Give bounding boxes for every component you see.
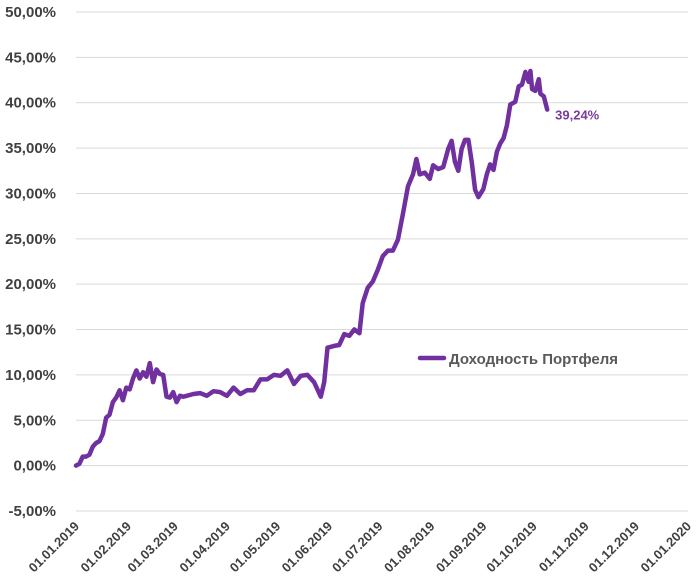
y-tick-label: 40,00% [5,95,56,112]
y-tick-label: 15,00% [5,322,56,339]
x-tick-label: 01.12.2019 [586,519,643,576]
x-tick-label: 01.03.2019 [124,519,181,576]
y-tick-label: 35,00% [5,140,56,157]
legend: Доходность Портфеля [417,351,618,368]
x-tick-label: 01.01.2019 [25,519,82,576]
y-tick-label: 20,00% [5,276,56,293]
series-line [73,68,550,468]
y-tick-label: 30,00% [5,185,56,202]
y-tick-label: 0,00% [13,458,56,475]
x-tick-label: 01.08.2019 [381,519,438,576]
x-tick-label: 01.07.2019 [329,519,386,576]
y-tick-label: 25,00% [5,231,56,248]
y-tick-label: 5,00% [13,412,56,429]
y-axis-ticks: -5,00% 0,00% 5,00% 10,00% 15,00% 20,00% 25,00%… [5,4,56,520]
x-axis-ticks: 01.01.201901.02.201901.03.201901.04.2019… [25,519,694,576]
x-tick-label: 01.05.2019 [227,519,284,576]
y-tick-label: 45,00% [5,49,56,66]
x-tick-label: 01.09.2019 [433,519,490,576]
x-tick-label: 01.11.2019 [536,519,592,575]
y-tick-label: -5,00% [8,503,56,520]
x-tick-label: 01.01.2020 [637,519,694,576]
legend-label: Доходность Портфеля [449,351,618,368]
x-tick-label: 01.06.2019 [279,519,336,576]
last-value-label: 39,24% [555,108,600,123]
gridlines [76,11,688,512]
y-tick-label: 50,00% [5,4,56,21]
x-tick-label: 01.04.2019 [176,519,233,576]
series-portfolio-return [73,68,550,468]
x-tick-label: 01.10.2019 [483,519,540,576]
y-tick-label: 10,00% [5,367,56,384]
